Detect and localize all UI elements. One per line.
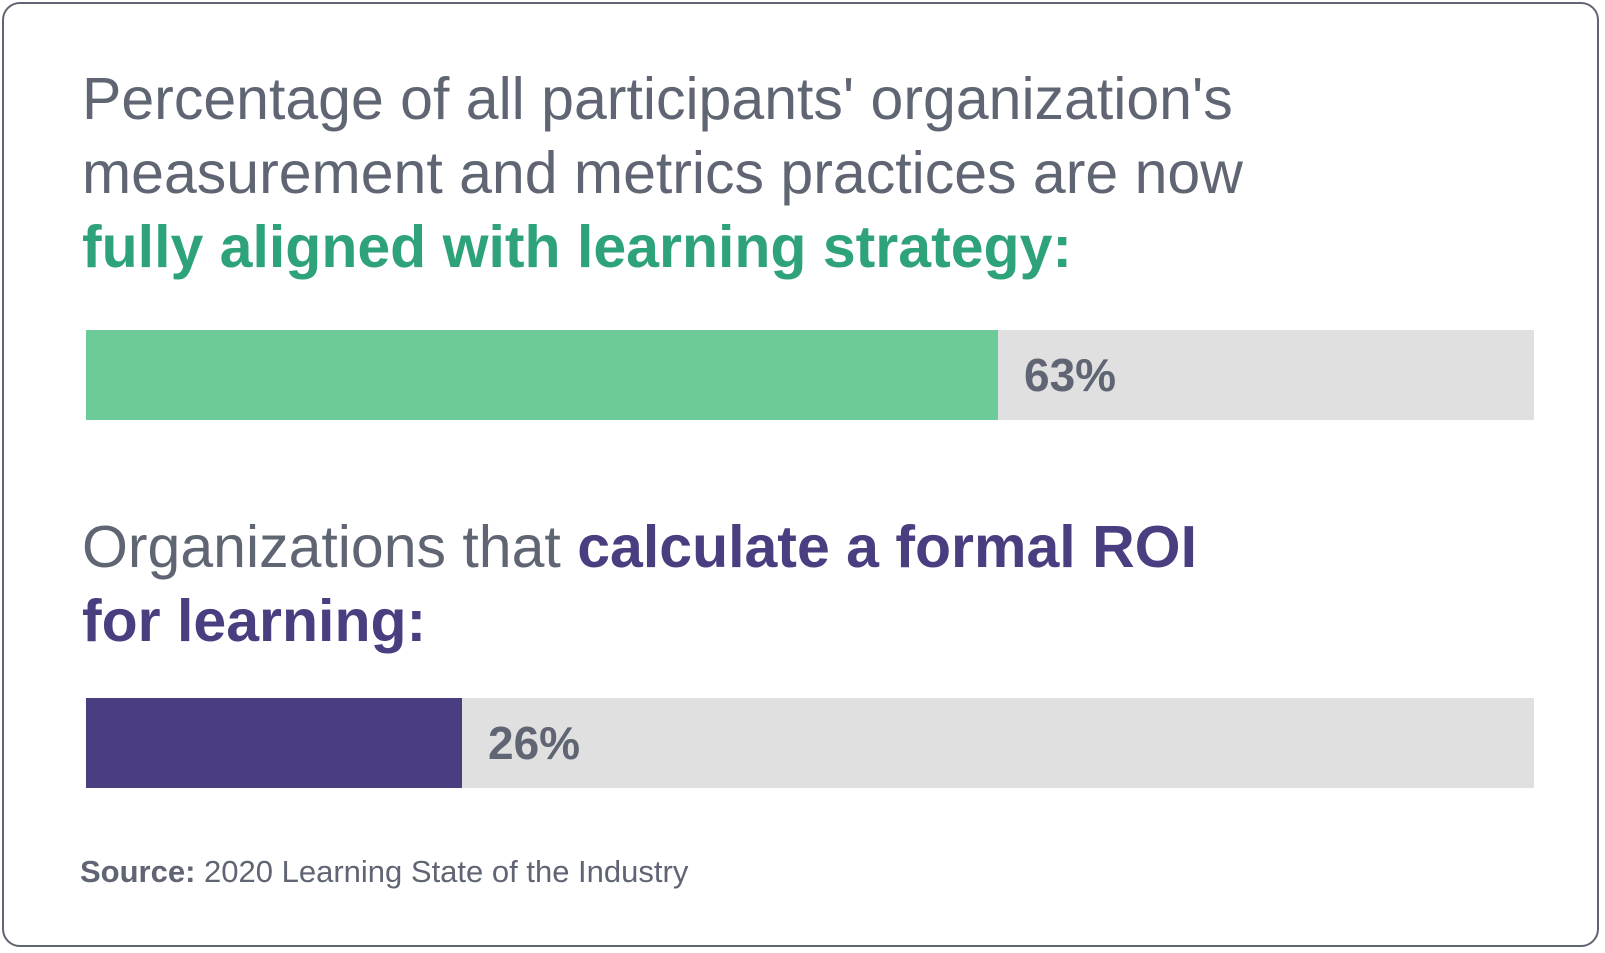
chart-1-bar-track: 63% <box>86 330 1534 420</box>
chart-2-title-highlight-1: calculate a formal ROI <box>577 514 1197 580</box>
chart-2-bar-track: 26% <box>86 698 1534 788</box>
chart-1-title-line-1: Percentage of all participants' organiza… <box>82 66 1233 132</box>
chart-1-title-line-2: measurement and metrics practices are no… <box>82 140 1243 206</box>
source-note: Source: 2020 Learning State of the Indus… <box>80 854 688 890</box>
chart-1-bar <box>86 330 998 420</box>
chart-2-title-highlight-2: for learning: <box>82 588 427 654</box>
chart-2-bar <box>86 698 462 788</box>
chart-2-title-prefix: Organizations that <box>82 514 578 580</box>
chart-1-value-label: 63% <box>1024 349 1117 401</box>
chart-1-title-highlight: fully aligned with learning strategy: <box>82 214 1073 280</box>
source-text: 2020 Learning State of the Industry <box>204 854 689 889</box>
chart-2-title: Organizations that calculate a formal RO… <box>82 510 1197 658</box>
chart-2-value-label: 26% <box>488 717 581 769</box>
source-label: Source: <box>80 854 196 889</box>
chart-1-title: Percentage of all participants' organiza… <box>82 62 1243 284</box>
